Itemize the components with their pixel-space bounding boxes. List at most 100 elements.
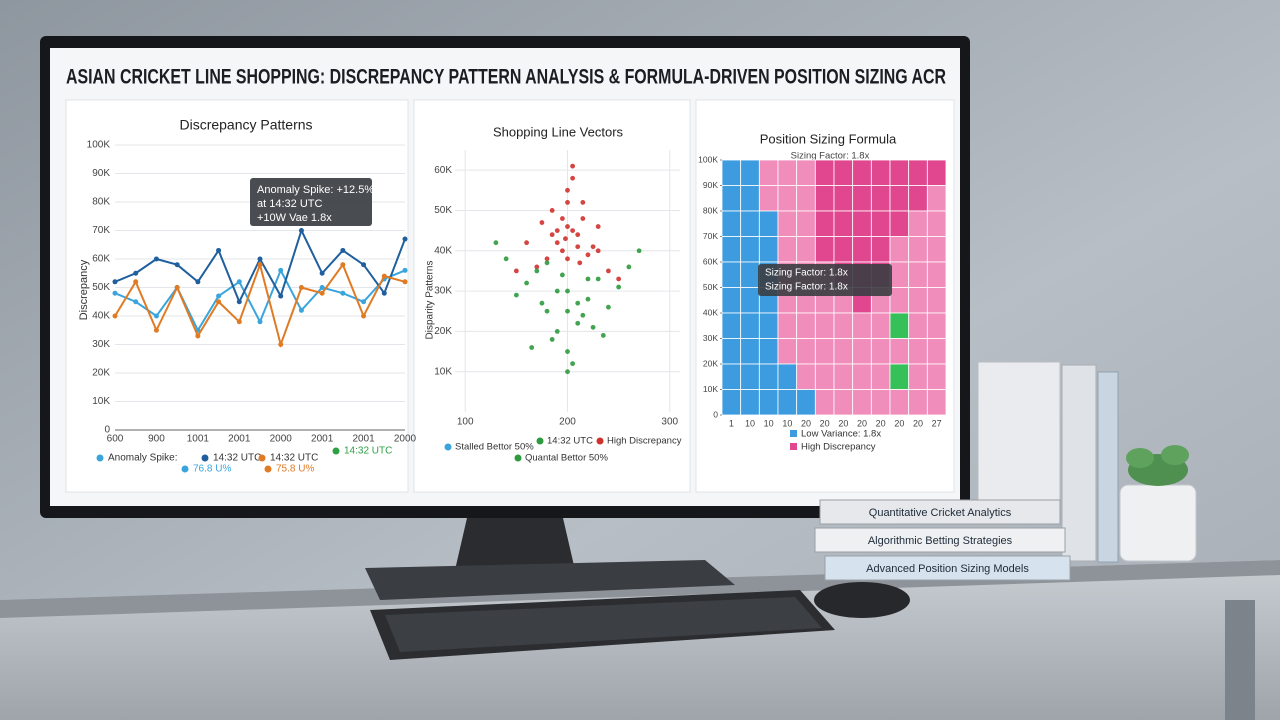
scatter-point <box>544 256 550 262</box>
scatter-point <box>544 260 550 266</box>
heat-cell <box>814 363 835 390</box>
scatter-point <box>559 248 565 254</box>
keyboard-keys <box>385 597 822 652</box>
legend-label: High Discrepancy <box>801 442 876 453</box>
y-tick-label: 70K <box>703 231 718 241</box>
heat-cell <box>777 312 798 339</box>
x-tick-label: 20 <box>857 418 867 428</box>
legend-marker <box>790 443 797 450</box>
scatter-point <box>554 328 560 334</box>
book-title: Quantitative Cricket Analytics <box>869 507 1012 519</box>
heat-cell <box>721 261 742 288</box>
heat-cell <box>721 159 742 186</box>
chart-title: Position Sizing Formula <box>760 131 897 146</box>
data-point <box>216 299 222 305</box>
plant-leaves <box>1126 448 1154 468</box>
scatter-point <box>565 187 570 193</box>
y-tick-label: 60K <box>92 254 110 265</box>
heat-cell <box>889 185 910 212</box>
x-tick-label: 20 <box>913 418 923 428</box>
heat-cell <box>740 210 760 237</box>
heat-cell <box>926 363 947 390</box>
heat-cell <box>852 159 872 186</box>
scatter-point <box>565 288 570 294</box>
heat-cell <box>740 287 760 314</box>
scatter-point <box>544 308 550 314</box>
y-tick-label: 20K <box>92 368 110 379</box>
heat-cell <box>721 185 742 212</box>
y-axis-label: Discrepancy <box>78 259 90 320</box>
legend-label: 75.8 U% <box>276 464 314 475</box>
data-point <box>153 313 159 319</box>
tooltip-text: at 14:32 UTC <box>257 198 322 210</box>
data-point <box>361 299 367 305</box>
data-point <box>236 319 242 325</box>
charts: Discrepancy Patterns Discrepancy 0 10K 20K 30… <box>78 117 947 475</box>
x-tick-label: 600 <box>107 434 124 445</box>
scatter-point <box>565 200 570 205</box>
heat-cell <box>814 338 835 365</box>
heat-cell <box>796 363 816 390</box>
y-tick-label: 40K <box>92 311 110 322</box>
scatter-point <box>503 256 509 262</box>
scatter-point <box>580 312 586 318</box>
scatter-point <box>575 244 581 250</box>
book <box>814 527 1066 553</box>
data-point <box>298 307 304 313</box>
y-tick-label: 60K <box>434 165 452 176</box>
data-point <box>402 279 408 285</box>
legend-label: 14:32 UTC <box>213 453 261 464</box>
data-point <box>319 270 325 276</box>
heat-cell <box>740 338 760 365</box>
heat-cell <box>908 338 928 365</box>
heat-cell <box>889 363 910 390</box>
heat-cell <box>833 159 854 186</box>
scatter-point <box>554 240 560 246</box>
scatter-point <box>565 308 570 314</box>
scatter-point <box>570 361 576 367</box>
heat-cell <box>796 236 816 263</box>
heat-cell <box>721 363 742 390</box>
data-point <box>174 285 180 290</box>
heat-cell <box>908 210 928 237</box>
scatter-point <box>565 256 570 262</box>
x-tick-label: 2001 <box>352 434 375 445</box>
scatter-point <box>600 333 606 338</box>
heat-cell <box>721 236 742 263</box>
tooltip <box>250 178 372 226</box>
y-axis-label: Disparity Patterns <box>425 261 436 340</box>
scatter-point <box>559 272 565 278</box>
scatter-point <box>606 304 611 310</box>
tooltip-text: +10W Vae 1.8x <box>257 212 332 224</box>
scatter-point <box>534 264 540 270</box>
scatter-point <box>606 268 611 274</box>
chart-subtitle: Sizing Factor: 1.8x <box>791 151 870 162</box>
x-tick-label: 2001 <box>228 434 251 445</box>
heat-cell <box>870 312 891 339</box>
y-tick-label: 30K <box>703 333 718 343</box>
legend-marker <box>332 447 340 455</box>
heat-cell <box>870 363 891 390</box>
heat-cell <box>870 159 891 186</box>
data-point <box>195 279 201 285</box>
heat-cell <box>908 363 928 390</box>
scatter-point <box>575 320 581 326</box>
heat-cell <box>852 236 872 263</box>
data-point <box>153 256 159 262</box>
heat-cell <box>721 210 742 237</box>
heat-cell <box>889 159 910 186</box>
data-point <box>112 313 118 319</box>
heat-cell <box>908 389 928 416</box>
heat-cell <box>926 210 947 237</box>
data-point <box>340 247 346 253</box>
scatter-point <box>577 260 583 266</box>
heat-cell <box>870 338 891 365</box>
heat-cell <box>814 236 835 263</box>
data-point <box>340 262 346 268</box>
x-tick-label: 20 <box>894 418 904 428</box>
legend-label: Stalled Bettor 50% <box>455 442 534 453</box>
x-tick-label: 300 <box>661 417 678 428</box>
heat-cell <box>796 210 816 237</box>
